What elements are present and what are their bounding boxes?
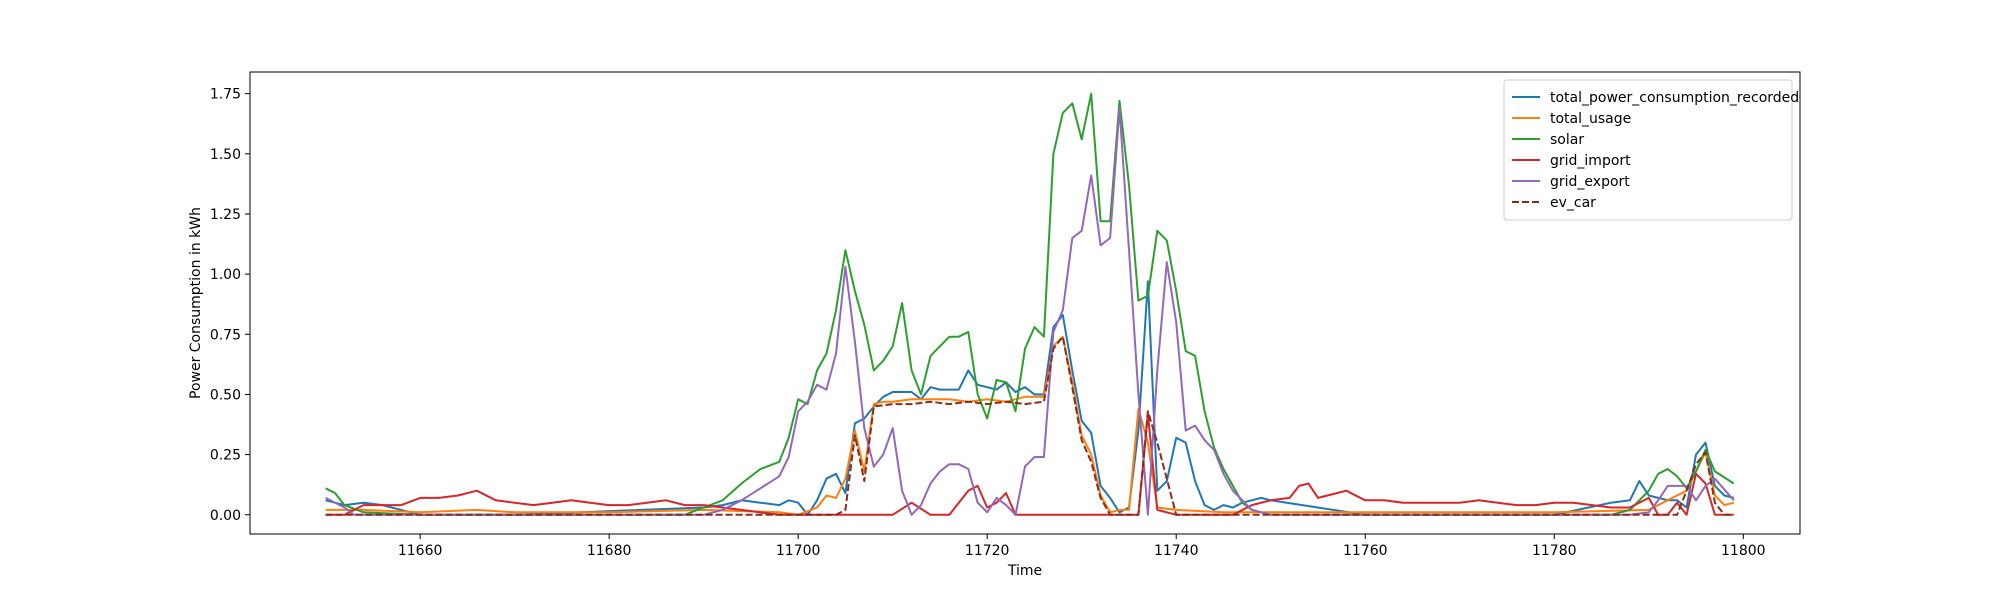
x-tick-label: 11780 — [1532, 543, 1577, 559]
y-tick-label: 0.75 — [210, 327, 241, 343]
y-tick-label: 0.00 — [210, 508, 241, 524]
legend-label: total_power_consumption_recorded — [1550, 90, 1799, 106]
legend-label: ev_car — [1550, 195, 1596, 211]
x-tick-label: 11720 — [965, 543, 1010, 559]
y-axis-label: Power Consumption in kWh — [188, 207, 204, 399]
series-line-grid-export — [325, 107, 1735, 516]
legend-label: total_usage — [1550, 111, 1631, 127]
legend-box — [1503, 79, 1793, 221]
x-tick-label: 11660 — [398, 543, 443, 559]
plot-series-group — [325, 92, 1735, 516]
x-tick-label: 11760 — [1343, 543, 1388, 559]
plot-frame — [249, 71, 1801, 535]
series-line-grid-import — [325, 412, 1734, 516]
y-tick-label: 0.25 — [210, 448, 241, 464]
y-axis: 0.00 0.25 0.50 0.75 1.00 1.25 1.50 1.75 — [210, 87, 250, 524]
x-axis-label: Time — [1007, 563, 1042, 579]
x-tick-label: 11740 — [1154, 543, 1199, 559]
y-tick-label: 1.25 — [210, 207, 241, 223]
x-tick-label: 11700 — [776, 543, 821, 559]
y-tick-label: 1.00 — [210, 267, 241, 283]
y-tick-label: 1.75 — [210, 87, 241, 103]
legend-label: solar — [1550, 132, 1584, 148]
legend: total_power_consumption_recorded total_us… — [1503, 79, 1799, 221]
x-axis: 11660 11680 11700 11720 11740 11760 11780 11800 — [398, 534, 1766, 559]
series-line-ev-car — [325, 335, 1734, 516]
legend-label: grid_export — [1550, 174, 1630, 190]
x-tick-label: 11800 — [1721, 543, 1766, 559]
y-tick-label: 0.50 — [210, 387, 241, 403]
y-tick-label: 1.50 — [210, 147, 241, 163]
legend-label: grid_import — [1550, 153, 1631, 169]
x-tick-label: 11680 — [587, 543, 632, 559]
